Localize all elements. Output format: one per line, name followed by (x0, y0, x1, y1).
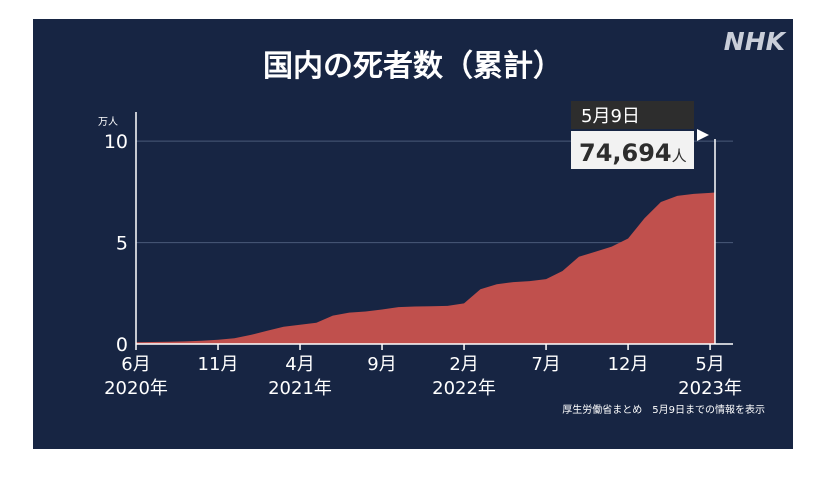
source-note: 厚生労働省まとめ 5月9日までの情報を表示 (562, 403, 765, 416)
x-year-label: 2023年 (678, 378, 742, 399)
callout-value-background (571, 131, 694, 169)
x-tick-label: 5月 (695, 354, 724, 375)
callout-value: 74,694人 (579, 139, 687, 167)
x-year-label: 2022年 (432, 378, 496, 399)
cumulative-deaths-area (136, 192, 715, 344)
y-tick-label: 10 (104, 131, 128, 153)
y-axis-unit-label: 万人 (98, 116, 118, 128)
x-tick-label: 9月 (367, 354, 396, 375)
x-tick-label: 2月 (449, 354, 478, 375)
y-tick-label: 5 (116, 233, 128, 255)
axis-layer (135, 112, 733, 350)
y-tick-label: 0 (116, 334, 128, 356)
x-tick-label: 12月 (608, 354, 649, 375)
x-tick-label: 7月 (531, 354, 560, 375)
x-year-label: 2021年 (268, 378, 332, 399)
x-tick-label: 4月 (285, 354, 314, 375)
latest-value-callout: 5月9日 74,694人 (571, 101, 709, 169)
chart-title: 国内の死者数（累計） (263, 49, 563, 84)
x-tick-label: 6月 (121, 354, 150, 375)
callout-date: 5月9日 (581, 106, 640, 127)
nhk-logo: NHK (724, 27, 787, 56)
tick-label-layer: 0 5 10 6月 2020年 11月 4月 2021年 9月 2月 2022年 7月 12月 5月 202… (104, 131, 742, 399)
x-tick-label: 11月 (198, 354, 239, 375)
chart-panel: 0 5 10 6月 2020年 11月 4月 2021年 9月 2月 2022年 7月 12月 5月 202… (33, 19, 793, 449)
callout-pointer-icon (697, 129, 709, 141)
x-year-label: 2020年 (104, 378, 168, 399)
chart-svg: 0 5 10 6月 2020年 11月 4月 2021年 9月 2月 2022年 7月 12月 5月 202… (98, 27, 787, 416)
callout-date-background (571, 101, 694, 129)
